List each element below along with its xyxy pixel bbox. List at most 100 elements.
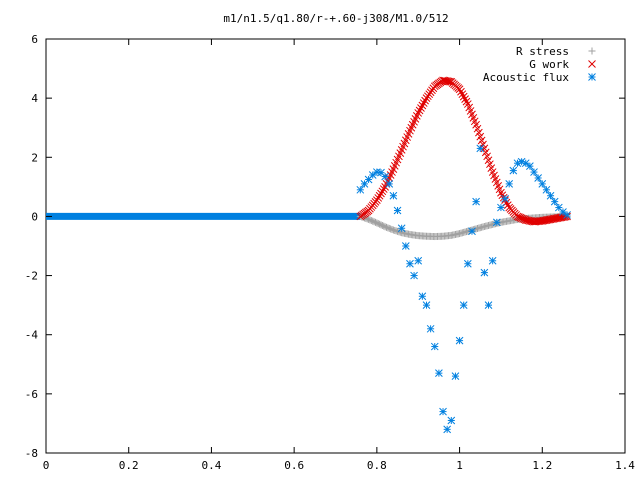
data-point <box>410 271 418 280</box>
data-point <box>497 188 505 197</box>
data-point <box>472 197 480 206</box>
y-tick-label: -2 <box>25 270 38 283</box>
legend-marker <box>588 47 596 55</box>
y-tick-label: 2 <box>31 151 38 164</box>
data-point <box>497 203 505 212</box>
y-tick-label: -4 <box>25 329 39 342</box>
x-tick-label: 0.4 <box>201 459 221 472</box>
data-point <box>534 174 543 182</box>
data-point <box>516 213 525 222</box>
data-point <box>459 301 468 309</box>
data-point <box>476 144 485 153</box>
data-point <box>559 208 567 216</box>
data-point <box>422 301 431 309</box>
data-point <box>514 213 523 221</box>
data-point <box>455 85 464 94</box>
data-point <box>419 99 428 107</box>
data-point <box>513 212 522 221</box>
data-point <box>414 256 423 265</box>
x-tick-label: 1.2 <box>532 459 552 472</box>
data-point <box>461 95 469 103</box>
data-point <box>503 201 512 209</box>
y-tick-label: 6 <box>31 33 38 46</box>
chart-title: m1/n1.5/q1.80/r-+.60-j308/M1.0/512 <box>223 12 448 25</box>
data-point <box>550 197 559 206</box>
series-g-work <box>356 76 571 226</box>
x-axis: 0 0.2 0.4 0.6 0.8 1 1.2 1.4 <box>43 39 635 472</box>
data-point <box>378 187 387 196</box>
data-point <box>385 180 394 188</box>
x-tick-label: 0.2 <box>119 459 139 472</box>
series-r-stress <box>356 212 571 241</box>
x-tick-label: 1.4 <box>615 459 635 472</box>
data-point <box>530 168 538 176</box>
y-tick-label: 4 <box>31 92 38 105</box>
data-point <box>457 87 465 96</box>
data-point <box>374 194 383 202</box>
data-point <box>430 342 439 351</box>
data-point <box>406 259 414 268</box>
legend-label: R stress <box>516 45 569 58</box>
data-point <box>546 191 555 200</box>
data-point <box>459 92 468 101</box>
data-point <box>417 104 425 112</box>
data-point <box>415 106 424 115</box>
data-point <box>377 168 385 177</box>
data-point <box>463 259 472 268</box>
plot-frame <box>45 38 626 454</box>
data-point <box>538 180 547 188</box>
data-point <box>509 166 518 175</box>
data-point <box>447 416 456 425</box>
x-tick-label: 0.6 <box>284 459 304 472</box>
data-point <box>375 191 384 200</box>
data-point <box>377 189 385 198</box>
data-point <box>426 324 435 333</box>
data-point <box>480 268 489 277</box>
data-point <box>421 96 429 105</box>
data-point <box>368 171 377 179</box>
data-point <box>393 206 402 215</box>
data-point <box>517 214 526 223</box>
data-point <box>563 211 571 219</box>
data-point <box>418 292 427 301</box>
data-point <box>401 242 410 250</box>
x-tick-label: 1 <box>456 459 463 472</box>
data-point <box>451 372 460 380</box>
data-point <box>356 185 365 194</box>
y-tick-label: -8 <box>25 447 38 460</box>
data-point <box>462 97 471 106</box>
y-tick-label: -6 <box>25 388 38 401</box>
data-point <box>492 218 501 227</box>
series-acoustic-flux <box>356 144 571 434</box>
y-axis: -8 -6 -4 -2 0 2 4 6 <box>25 33 625 460</box>
x-tick-label: 0 <box>43 459 50 472</box>
data-point <box>443 425 452 434</box>
data-point <box>373 168 381 176</box>
data-point <box>468 227 476 236</box>
y-tick-label: 0 <box>31 210 38 223</box>
legend-label: G work <box>529 58 569 71</box>
legend-label: Acoustic flux <box>483 71 569 84</box>
data-point <box>414 109 423 117</box>
data-point <box>484 301 493 309</box>
data-point <box>418 101 427 110</box>
data-point <box>505 180 514 188</box>
data-point <box>389 191 398 200</box>
data-point <box>519 214 527 223</box>
data-point <box>439 407 447 416</box>
data-point <box>455 336 464 345</box>
x-tick-label: 0.8 <box>367 459 387 472</box>
data-point <box>435 369 443 378</box>
plot-area <box>45 38 626 454</box>
legend-marker <box>588 73 596 81</box>
data-point <box>521 159 530 168</box>
data-point <box>542 185 551 194</box>
data-point <box>444 77 453 86</box>
data-point <box>381 172 389 181</box>
data-point <box>488 256 497 265</box>
data-point <box>373 196 381 205</box>
legend-marker <box>588 60 596 68</box>
data-point <box>397 224 406 233</box>
